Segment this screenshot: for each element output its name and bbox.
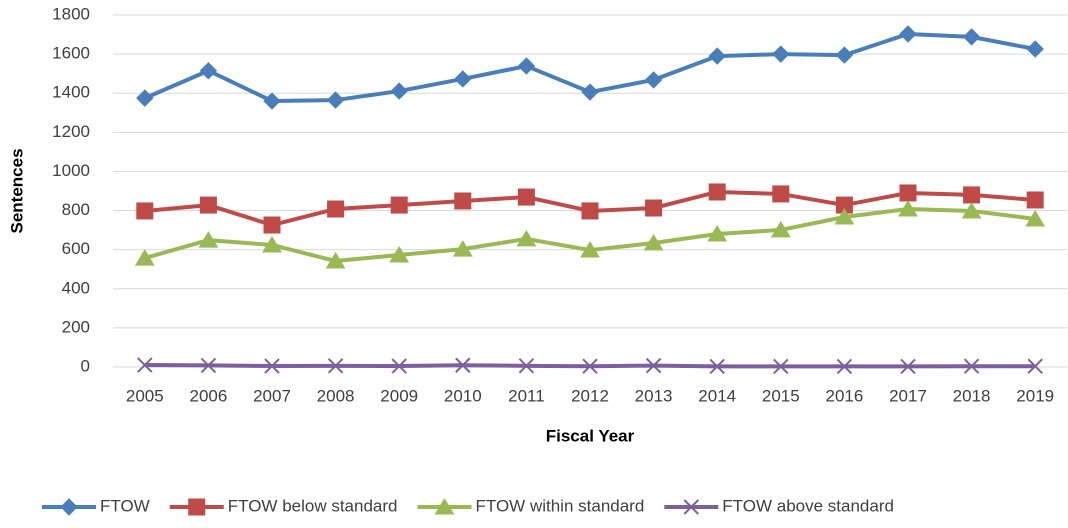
marker (516, 229, 537, 247)
x-tick-label: 2012 (571, 386, 609, 405)
y-tick-label: 1600 (52, 44, 90, 63)
legend-label: FTOW (100, 496, 150, 515)
marker (772, 185, 790, 203)
legend-label: FTOW within standard (476, 496, 645, 515)
marker (899, 184, 917, 202)
marker (645, 357, 662, 374)
marker (263, 92, 281, 110)
x-tick-label: 2007 (253, 386, 291, 405)
x-tick-label: 2013 (635, 386, 673, 405)
x-tick-label: 2015 (762, 386, 800, 405)
marker (517, 57, 536, 75)
x-tick-label: 2011 (508, 386, 545, 405)
marker (708, 183, 726, 201)
marker (136, 89, 154, 107)
y-tick-label: 1800 (52, 4, 90, 23)
marker (390, 82, 408, 100)
marker (772, 45, 790, 63)
x-tick-label: 2016 (825, 386, 863, 405)
legend-marker (188, 498, 206, 516)
marker (773, 358, 789, 375)
y-tick-label: 800 (62, 200, 90, 219)
marker (580, 241, 600, 258)
y-tick-label: 1000 (52, 161, 90, 180)
marker (454, 70, 472, 88)
marker (134, 249, 155, 266)
y-tick-label: 0 (81, 356, 90, 375)
marker (1026, 191, 1044, 209)
y-tick-label: 600 (62, 239, 90, 258)
legend-label: FTOW above standard (722, 496, 894, 515)
marker (708, 47, 726, 65)
y-tick-label: 400 (62, 278, 90, 297)
legend-marker (60, 498, 78, 516)
marker (900, 358, 916, 375)
y-tick-label: 1400 (52, 83, 90, 102)
x-tick-label: 2017 (889, 386, 927, 405)
legend-marker (434, 498, 455, 515)
marker (836, 358, 853, 375)
marker (454, 192, 472, 210)
legend-marker (683, 499, 700, 515)
marker (136, 202, 154, 220)
x-tick-label: 2008 (317, 386, 355, 405)
x-tick-label: 2005 (126, 386, 164, 405)
x-axis-label: Fiscal Year (546, 426, 635, 445)
marker (455, 357, 471, 373)
marker (326, 91, 345, 109)
marker (963, 186, 981, 204)
legend-label: FTOW below standard (228, 496, 398, 515)
marker (199, 196, 217, 214)
marker (327, 200, 345, 218)
marker (709, 358, 725, 375)
marker (391, 358, 407, 374)
marker (198, 231, 219, 248)
x-tick-label: 2009 (380, 386, 418, 405)
marker (898, 200, 918, 217)
marker (262, 236, 282, 253)
marker (263, 216, 281, 234)
x-tick-label: 2006 (189, 386, 227, 405)
marker (1025, 209, 1046, 227)
marker (835, 46, 854, 64)
marker (264, 358, 280, 374)
marker (581, 202, 599, 220)
x-tick-label: 2010 (444, 386, 482, 405)
marker (770, 220, 791, 238)
marker (961, 201, 982, 219)
marker (517, 188, 535, 206)
marker (390, 196, 408, 214)
marker (962, 28, 981, 46)
marker (518, 358, 535, 374)
marker (325, 252, 346, 269)
marker (1026, 40, 1044, 58)
marker (581, 83, 599, 101)
x-tick-label: 2019 (1016, 386, 1054, 405)
marker (707, 225, 728, 242)
y-axis-label: Sentences (7, 148, 26, 233)
y-tick-label: 1200 (52, 122, 90, 141)
marker (452, 240, 473, 257)
x-tick-label: 2014 (698, 386, 736, 405)
marker (389, 245, 410, 263)
marker (899, 25, 917, 43)
marker (582, 358, 598, 374)
marker (1027, 358, 1043, 374)
marker (834, 208, 855, 225)
marker (327, 358, 344, 374)
marker (137, 357, 153, 373)
marker (200, 357, 217, 374)
x-tick-label: 2018 (953, 386, 991, 405)
marker (645, 199, 663, 217)
marker (644, 71, 663, 89)
marker (643, 234, 664, 251)
marker (963, 358, 980, 374)
y-tick-label: 200 (62, 317, 90, 336)
marker (199, 62, 218, 80)
